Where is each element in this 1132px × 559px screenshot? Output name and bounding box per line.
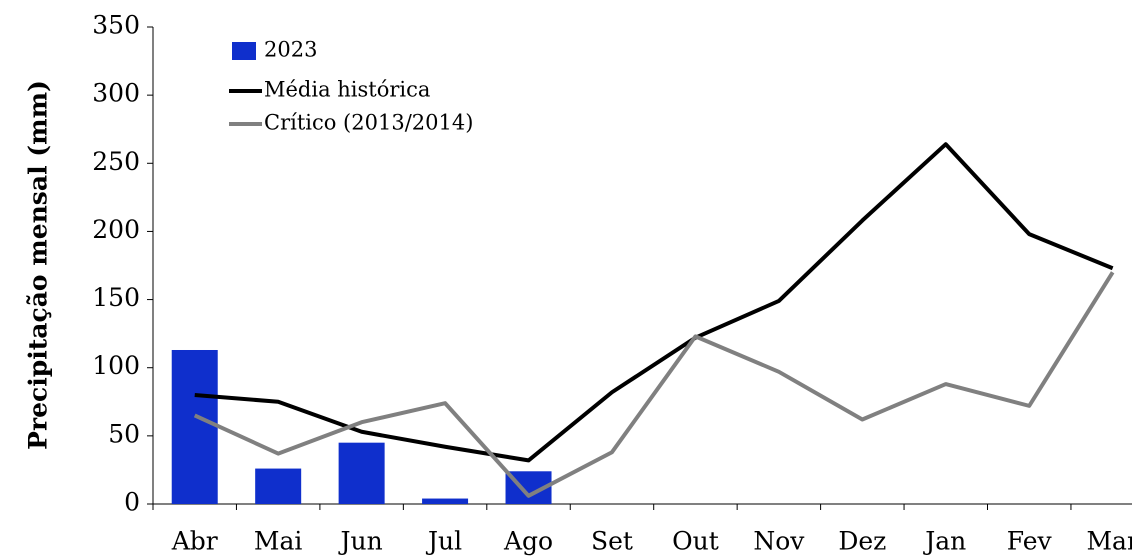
x-tick-label: Mar [1086, 527, 1132, 556]
legend-swatch [232, 42, 256, 60]
line [193, 271, 1115, 498]
line [194, 142, 1114, 463]
x-tick-label: Set [591, 527, 633, 556]
x-tick-label: Abr [171, 527, 218, 556]
y-tick-label: 100 [92, 351, 140, 380]
legend-label: 2023 [264, 38, 317, 62]
bar [171, 349, 218, 504]
legend-label: Crítico (2013/2014) [264, 111, 473, 135]
x-tick-label: Jan [922, 527, 966, 556]
y-tick-label: 200 [92, 215, 140, 244]
x-tick-label: Fev [1007, 527, 1053, 556]
y-tick-label: 150 [92, 283, 140, 312]
bar [338, 442, 385, 504]
y-tick-label: 50 [108, 419, 140, 448]
y-tick-label: 350 [92, 11, 140, 40]
y-tick-label: 0 [124, 488, 140, 517]
x-tick-label: Nov [753, 527, 805, 556]
x-tick-label: Jun [338, 527, 383, 556]
x-tick-label: Ago [503, 527, 553, 556]
bar [422, 498, 469, 504]
bar [255, 468, 302, 504]
y-tick-label: 300 [92, 79, 140, 108]
x-tick-label: Mai [254, 527, 303, 556]
y-tick-label: 250 [92, 147, 140, 176]
x-tick-label: Dez [838, 527, 886, 556]
x-tick-label: Jul [425, 527, 462, 556]
x-tick-label: Out [672, 527, 719, 556]
y-axis-label: Precipitação mensal (mm) [24, 80, 53, 450]
legend-label: Média histórica [264, 78, 430, 102]
